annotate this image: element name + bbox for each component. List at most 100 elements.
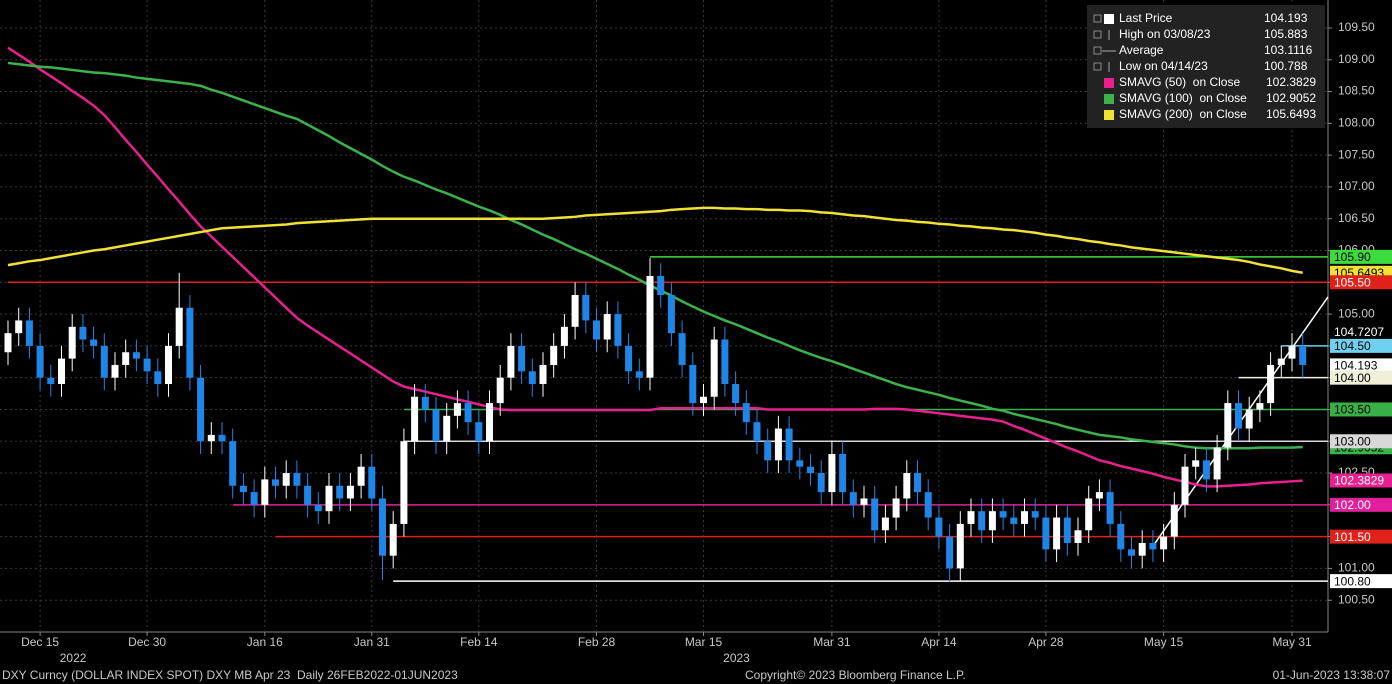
year-label: 2022 bbox=[60, 651, 87, 665]
candle-body bbox=[1160, 536, 1168, 550]
legend-swatch bbox=[1104, 14, 1114, 24]
candle-body bbox=[700, 396, 707, 404]
candle-body bbox=[1299, 345, 1307, 365]
x-tick-label: Mar 31 bbox=[813, 635, 851, 649]
legend-label: SMAVG (50) on Close bbox=[1119, 75, 1240, 89]
x-tick-label: Apr 28 bbox=[1028, 635, 1064, 649]
candle-body bbox=[539, 364, 547, 385]
candle-body bbox=[1095, 492, 1103, 499]
candle-body bbox=[614, 314, 622, 346]
candle-body bbox=[721, 339, 729, 385]
candle-body bbox=[379, 498, 386, 556]
candle-body bbox=[828, 453, 836, 493]
y-tick-label: 109.50 bbox=[1338, 20, 1375, 34]
legend-label: High on 03/08/23 bbox=[1119, 27, 1211, 41]
candle-body bbox=[1170, 504, 1178, 537]
candle-body bbox=[154, 371, 162, 385]
price-tag-label: 102.00 bbox=[1334, 498, 1371, 512]
candle-body bbox=[593, 320, 600, 340]
candle-body bbox=[229, 441, 237, 486]
candle-body bbox=[988, 511, 996, 531]
x-tick-label: Jan 31 bbox=[354, 635, 390, 649]
legend-label: Last Price bbox=[1119, 11, 1173, 25]
candle-body bbox=[218, 434, 226, 442]
price-tag-label: 103.50 bbox=[1334, 403, 1371, 417]
candle-body bbox=[603, 314, 611, 340]
candle-body bbox=[165, 345, 172, 385]
price-tag-box bbox=[1330, 358, 1392, 373]
price-tag-label: 100.80 bbox=[1334, 574, 1371, 588]
candle-body bbox=[742, 403, 750, 423]
candle-body bbox=[1202, 460, 1210, 480]
candle-body bbox=[282, 473, 290, 486]
price-tag-label: 103.00 bbox=[1334, 434, 1371, 448]
y-tick-label: 105.00 bbox=[1338, 306, 1375, 320]
y-tick-label: 109.00 bbox=[1338, 52, 1375, 66]
candle-body bbox=[400, 441, 408, 524]
price-tag-label: 105.90 bbox=[1334, 250, 1371, 264]
candle-body bbox=[453, 403, 461, 416]
candle-body bbox=[1021, 511, 1028, 524]
candle-body bbox=[956, 523, 964, 569]
candle-body bbox=[143, 358, 151, 372]
candle-body bbox=[1010, 517, 1018, 524]
price-tag-box bbox=[1330, 434, 1392, 449]
candle-body bbox=[1074, 530, 1082, 543]
candle-body bbox=[871, 498, 879, 531]
candle-body bbox=[443, 415, 451, 442]
footer-left: DXY Curncy (DOLLAR INDEX SPOT) DXY MB Ap… bbox=[2, 668, 458, 682]
candle-body bbox=[796, 460, 804, 467]
candle-body bbox=[646, 275, 654, 378]
candle-body bbox=[336, 485, 344, 499]
candle-body bbox=[817, 473, 825, 493]
candle-body bbox=[999, 511, 1007, 518]
y-tick-label: 106.50 bbox=[1338, 211, 1375, 225]
candle-body bbox=[186, 307, 194, 378]
y-tick-label: 101.00 bbox=[1338, 561, 1375, 575]
x-tick-label: May 15 bbox=[1144, 635, 1184, 649]
footer-center: Copyright© 2023 Bloomberg Finance L.P. bbox=[745, 668, 966, 682]
x-tick-label: Feb 14 bbox=[460, 635, 498, 649]
candle-body bbox=[1181, 466, 1189, 505]
candle-body bbox=[978, 511, 986, 531]
candle-body bbox=[207, 434, 215, 442]
candle-body bbox=[785, 428, 793, 461]
moving-average-line bbox=[7, 61, 1303, 450]
candle-body bbox=[1235, 403, 1242, 429]
candles bbox=[4, 258, 1307, 582]
candle-body bbox=[25, 320, 33, 346]
price-tag-box bbox=[1330, 473, 1392, 488]
price-tag-box bbox=[1330, 402, 1392, 417]
candle-body bbox=[528, 371, 536, 385]
moving-average-line bbox=[7, 46, 1303, 488]
price-tag-box bbox=[1330, 497, 1392, 512]
y-tick-label: 107.00 bbox=[1338, 179, 1375, 193]
candle-body bbox=[325, 485, 333, 512]
candle-body bbox=[368, 466, 376, 499]
candle-body bbox=[946, 536, 954, 569]
candle-body bbox=[100, 345, 108, 378]
legend-box-mark bbox=[1093, 30, 1102, 39]
candle-body bbox=[132, 352, 140, 359]
candle-body bbox=[657, 275, 665, 296]
candle-body bbox=[261, 479, 269, 505]
candle-body bbox=[560, 326, 568, 346]
legend-label: SMAVG (200) on Close bbox=[1119, 107, 1247, 121]
price-tag-label: 102.3829 bbox=[1334, 474, 1384, 488]
candle-body bbox=[849, 492, 857, 505]
candle-body bbox=[293, 473, 301, 486]
price-tag-box bbox=[1330, 249, 1392, 264]
candle-body bbox=[582, 295, 590, 321]
candle-body bbox=[774, 428, 782, 461]
legend-box-mark bbox=[1093, 62, 1102, 71]
x-tick-label: Apr 14 bbox=[921, 635, 957, 649]
price-tag-label: 104.193 bbox=[1334, 359, 1378, 373]
legend-box bbox=[1087, 5, 1325, 128]
candle-body bbox=[432, 409, 440, 442]
price-tag-label: 104.7207 bbox=[1334, 325, 1384, 339]
candle-body bbox=[1224, 403, 1232, 448]
y-tick-label: 108.50 bbox=[1338, 84, 1375, 98]
moving-averages bbox=[7, 46, 1303, 488]
